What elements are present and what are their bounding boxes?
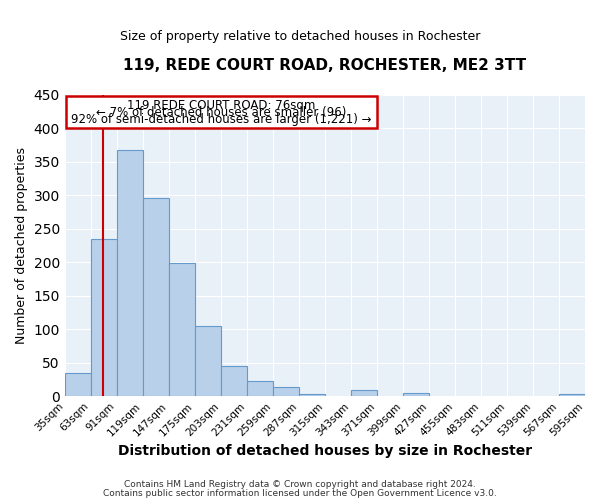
- Y-axis label: Number of detached properties: Number of detached properties: [15, 147, 28, 344]
- Bar: [273, 387, 299, 396]
- Bar: [351, 390, 377, 396]
- Bar: [247, 382, 273, 396]
- Text: Contains HM Land Registry data © Crown copyright and database right 2024.: Contains HM Land Registry data © Crown c…: [124, 480, 476, 489]
- Bar: [91, 238, 117, 396]
- Text: 119 REDE COURT ROAD: 76sqm: 119 REDE COURT ROAD: 76sqm: [127, 98, 316, 112]
- Bar: [195, 326, 221, 396]
- Text: Contains public sector information licensed under the Open Government Licence v3: Contains public sector information licen…: [103, 488, 497, 498]
- Bar: [221, 366, 247, 396]
- Title: 119, REDE COURT ROAD, ROCHESTER, ME2 3TT: 119, REDE COURT ROAD, ROCHESTER, ME2 3TT: [124, 58, 526, 72]
- X-axis label: Distribution of detached houses by size in Rochester: Distribution of detached houses by size …: [118, 444, 532, 458]
- Bar: [403, 393, 429, 396]
- Text: 92% of semi-detached houses are larger (1,221) →: 92% of semi-detached houses are larger (…: [71, 114, 371, 126]
- Text: Size of property relative to detached houses in Rochester: Size of property relative to detached ho…: [120, 30, 480, 43]
- Text: ← 7% of detached houses are smaller (96): ← 7% of detached houses are smaller (96): [96, 106, 347, 119]
- FancyBboxPatch shape: [66, 96, 377, 128]
- Bar: [65, 373, 91, 396]
- Bar: [299, 394, 325, 396]
- Bar: [117, 150, 143, 396]
- Bar: [559, 394, 585, 396]
- Bar: [169, 264, 195, 396]
- Bar: [143, 198, 169, 396]
